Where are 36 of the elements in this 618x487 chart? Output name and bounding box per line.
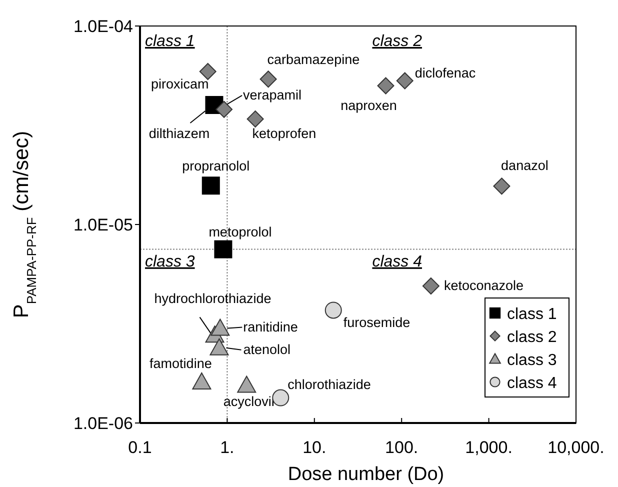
- legend-label: class 1: [507, 306, 557, 323]
- y-tick-label: 1.0E-06: [73, 414, 133, 433]
- annotation: carbamazepine: [267, 52, 360, 68]
- annotation: naproxen: [340, 98, 397, 113]
- annotation: piroxicam: [150, 76, 209, 92]
- x-tick-label: 1.: [220, 438, 234, 457]
- annotation: ketoconazole: [444, 278, 524, 293]
- annotation: danazol: [501, 158, 548, 174]
- annotation: ranitidine: [243, 319, 298, 334]
- annotation: metoprolol: [208, 224, 272, 240]
- x-axis-title: Dose number (Do): [288, 464, 444, 485]
- annotation: atenolol: [243, 342, 291, 357]
- annotation: furosemide: [343, 315, 410, 330]
- x-tick-label: 0.1: [128, 438, 152, 457]
- annotation: class 3: [145, 253, 195, 270]
- annotation: famotidine: [150, 356, 212, 371]
- x-tick-label: 10.: [302, 438, 326, 457]
- annotation: class 2: [372, 33, 422, 50]
- annotation: chlorothiazide: [288, 376, 371, 392]
- legend-label: class 3: [507, 352, 557, 369]
- annotation: acyclovir: [223, 394, 276, 410]
- annotation: class 1: [145, 33, 195, 50]
- annotation: propranolol: [182, 158, 250, 174]
- annotation: ketoprofen: [252, 126, 316, 141]
- annotation: dilthiazem: [148, 126, 210, 141]
- annotation: verapamil: [243, 87, 302, 102]
- x-tick-label: 10,000.: [548, 438, 604, 457]
- y-tick-label: 1.0E-04: [73, 17, 133, 36]
- x-tick-label: 1,000.: [465, 438, 512, 457]
- y-tick-label: 1.0E-05: [73, 216, 133, 234]
- annotation: hydrochlorothiazide: [154, 291, 272, 306]
- annotation: diclofenac: [414, 66, 476, 81]
- legend-label: class 4: [507, 375, 557, 392]
- legend-label: class 2: [507, 329, 557, 346]
- annotation: class 4: [372, 253, 422, 270]
- x-tick-label: 100.: [385, 438, 418, 457]
